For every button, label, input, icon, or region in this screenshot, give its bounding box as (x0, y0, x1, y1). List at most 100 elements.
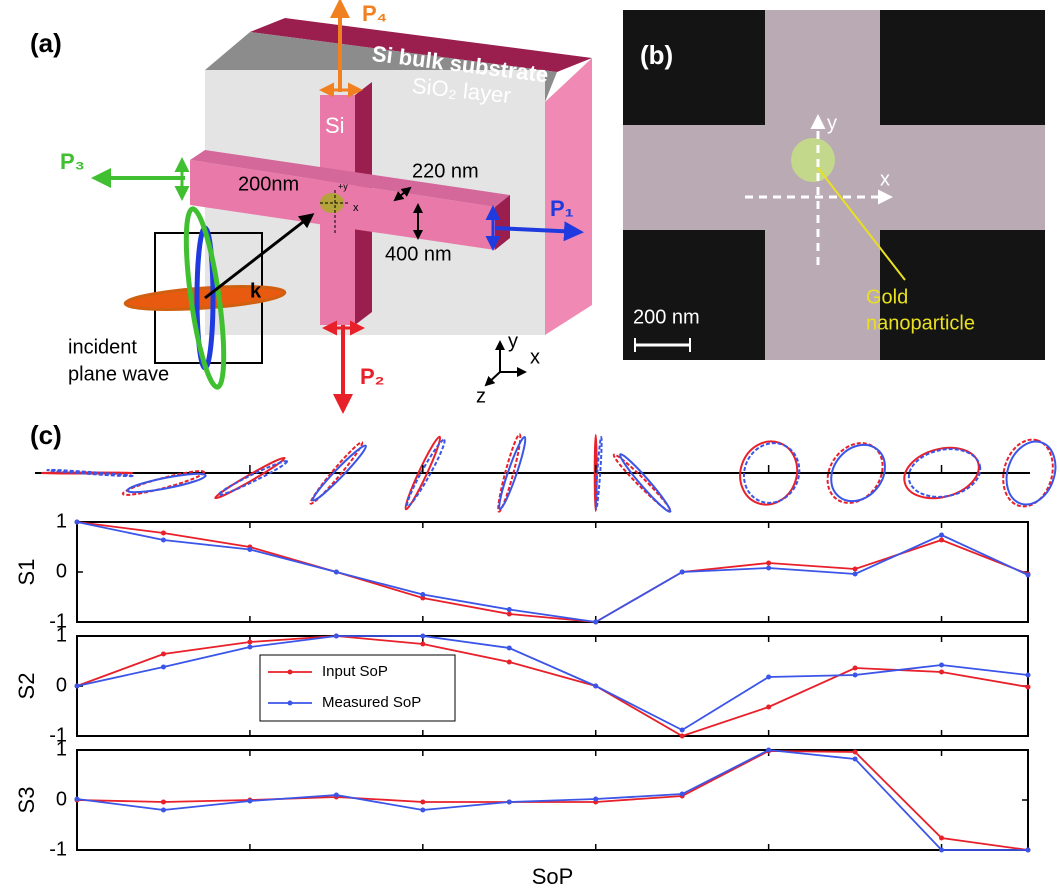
panel-b: (b) y x 200 nm Gold nanoparticle (623, 10, 1045, 360)
data-point (334, 570, 339, 575)
port-label: P₃ (60, 149, 85, 174)
data-point (507, 612, 512, 617)
figure: (a) Si bulk substrate SiO₂ layer Si P₄ P… (0, 0, 1060, 892)
scale-label: 200 nm (633, 306, 700, 328)
data-point (161, 652, 166, 657)
data-point (853, 673, 858, 678)
data-point (420, 592, 425, 597)
data-point (1026, 573, 1031, 578)
sem-waveguide (623, 125, 1045, 230)
y-tick-label: 1 (56, 738, 67, 760)
data-point (593, 684, 598, 689)
label: Gold (866, 286, 908, 308)
y-tick-label: 0 (56, 560, 67, 582)
dimension-label: 400 nm (385, 243, 452, 265)
data-point (334, 634, 339, 639)
data-point (507, 660, 512, 665)
y-axis-label: S3 (14, 787, 39, 814)
axis-label: y (827, 112, 837, 134)
data-point (1026, 685, 1031, 690)
data-point (507, 646, 512, 651)
legend-marker (288, 701, 293, 706)
series-line (77, 522, 1028, 622)
label: +y (338, 181, 348, 191)
data-point (939, 533, 944, 538)
label: plane wave (68, 363, 169, 385)
data-point (939, 663, 944, 668)
data-point (680, 792, 685, 797)
dimension-label: 220 nm (412, 160, 479, 182)
data-point (75, 684, 80, 689)
label: incident (68, 336, 137, 358)
port-label: P₂ (360, 364, 384, 389)
y-tick-label: -1 (49, 838, 67, 860)
series-line (77, 636, 1028, 736)
data-point (247, 640, 252, 645)
legend-label: Input SoP (322, 663, 388, 680)
data-point (1026, 673, 1031, 678)
legend-label: Measured SoP (322, 694, 421, 711)
sop-ellipse (126, 470, 206, 496)
axis-label: x (880, 168, 890, 190)
legend-marker (288, 670, 293, 675)
data-point (766, 705, 771, 710)
data-point (247, 799, 252, 804)
dimension-label: 200nm (238, 173, 299, 195)
port-label: P₁ (550, 196, 574, 221)
series-line (77, 636, 1028, 730)
x-axis-label: SoP (532, 864, 574, 889)
data-point (593, 797, 598, 802)
y-tick-label: 0 (56, 674, 67, 696)
data-point (593, 620, 598, 625)
port-label: P₄ (362, 1, 387, 26)
data-point (420, 808, 425, 813)
label: Si (325, 113, 345, 138)
data-point (680, 728, 685, 733)
y-axis-label: S2 (14, 673, 39, 700)
data-point (420, 800, 425, 805)
data-point (680, 570, 685, 575)
label: k (250, 280, 262, 302)
data-point (1026, 848, 1031, 853)
data-point (939, 836, 944, 841)
gold-particle (791, 138, 835, 182)
data-point (853, 572, 858, 577)
axis-label: y (508, 330, 518, 352)
axis-label: x (530, 346, 540, 368)
panel-label: (a) (30, 28, 62, 58)
axis-label: z (476, 385, 486, 407)
label: x (353, 202, 359, 214)
sop-ellipse (611, 452, 673, 514)
plot-frame (77, 636, 1028, 736)
data-point (75, 520, 80, 525)
data-point (161, 808, 166, 813)
data-point (420, 642, 425, 647)
data-point (161, 538, 166, 543)
data-point (853, 666, 858, 671)
data-point (161, 800, 166, 805)
data-point (161, 531, 166, 536)
data-point (766, 566, 771, 571)
data-point (766, 561, 771, 566)
data-point (680, 734, 685, 739)
panel-label: (b) (640, 40, 673, 70)
y-tick-label: 0 (56, 788, 67, 810)
sop-ellipse (617, 452, 673, 515)
data-point (853, 567, 858, 572)
data-point (161, 665, 166, 670)
axis-arrow (486, 372, 500, 385)
data-point (853, 750, 858, 755)
series-line (77, 522, 1028, 622)
data-point (766, 675, 771, 680)
panel-a: (a) Si bulk substrate SiO₂ layer Si P₄ P… (30, 1, 592, 410)
y-tick-label: 1 (56, 510, 67, 532)
data-point (75, 797, 80, 802)
data-point (247, 645, 252, 650)
data-point (853, 757, 858, 762)
data-point (420, 634, 425, 639)
sop-ellipse (214, 455, 286, 500)
data-point (507, 800, 512, 805)
data-point (939, 670, 944, 675)
y-tick-label: 1 (56, 624, 67, 646)
panel-label: (c) (30, 420, 62, 450)
